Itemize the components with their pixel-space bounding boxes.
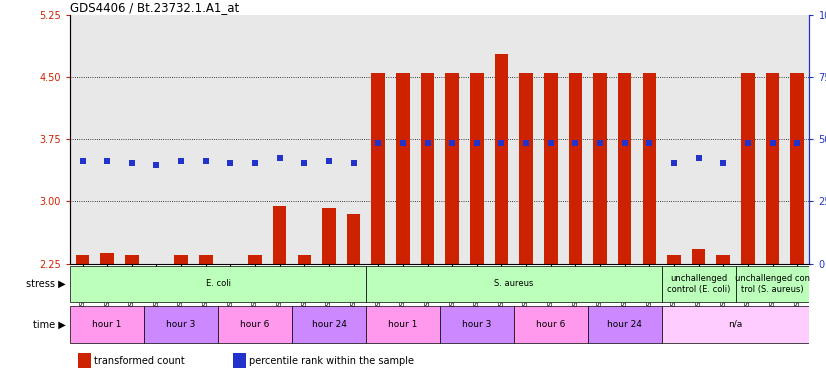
Bar <box>741 73 755 263</box>
Bar <box>145 306 218 343</box>
Bar <box>297 255 311 263</box>
Bar <box>440 306 514 343</box>
Text: unchallenged
control (E. coli): unchallenged control (E. coli) <box>667 274 730 293</box>
Bar <box>249 255 262 263</box>
Point <box>766 140 779 146</box>
Point <box>396 140 410 146</box>
Bar <box>420 73 434 263</box>
Point <box>224 161 237 167</box>
Text: transformed count: transformed count <box>94 356 185 366</box>
Bar <box>593 73 607 263</box>
Point <box>101 158 114 164</box>
Bar <box>736 266 809 302</box>
Bar <box>372 73 385 263</box>
Point <box>717 159 730 166</box>
Point <box>618 140 631 146</box>
Point <box>150 162 163 168</box>
Point <box>174 158 188 164</box>
Bar <box>514 306 588 343</box>
Bar <box>667 255 681 263</box>
Point <box>322 158 335 164</box>
Bar <box>292 306 366 343</box>
Bar <box>366 306 440 343</box>
Bar <box>76 255 89 263</box>
Point <box>790 140 804 146</box>
Bar <box>150 263 164 266</box>
Bar <box>70 306 145 343</box>
Point <box>199 158 212 164</box>
Bar <box>322 208 335 263</box>
Bar <box>544 73 558 263</box>
Point <box>643 140 656 146</box>
Bar <box>662 266 736 302</box>
Point <box>126 159 139 166</box>
Point <box>470 140 483 146</box>
Point <box>520 140 533 146</box>
Text: hour 3: hour 3 <box>166 320 196 329</box>
Text: stress ▶: stress ▶ <box>26 279 66 289</box>
Text: S. aureus: S. aureus <box>494 279 534 288</box>
Bar <box>643 73 656 263</box>
Bar <box>70 266 366 302</box>
Bar <box>662 306 809 343</box>
Text: hour 6: hour 6 <box>240 320 270 329</box>
Text: hour 24: hour 24 <box>607 320 642 329</box>
Text: hour 6: hour 6 <box>536 320 566 329</box>
Point <box>741 140 754 146</box>
Bar <box>101 253 114 263</box>
Bar <box>347 214 360 263</box>
Point <box>692 156 705 162</box>
Bar <box>174 255 188 263</box>
Bar <box>199 255 212 263</box>
Point <box>297 159 311 166</box>
Point <box>76 158 89 164</box>
Point <box>249 159 262 166</box>
Bar <box>716 255 730 263</box>
Text: time ▶: time ▶ <box>33 319 66 329</box>
Bar <box>520 73 533 263</box>
Bar <box>568 73 582 263</box>
Bar <box>692 250 705 263</box>
Bar <box>790 73 804 263</box>
Bar <box>233 353 246 368</box>
Point <box>347 159 360 166</box>
Text: hour 1: hour 1 <box>388 320 418 329</box>
Bar <box>366 266 662 302</box>
Bar <box>78 353 91 368</box>
Bar <box>618 73 631 263</box>
Point <box>593 140 606 146</box>
Text: E. coli: E. coli <box>206 279 230 288</box>
Bar <box>273 205 287 263</box>
Bar <box>766 73 779 263</box>
Bar <box>445 73 459 263</box>
Bar <box>470 73 483 263</box>
Point <box>569 140 582 146</box>
Bar <box>396 73 410 263</box>
Point <box>667 159 681 166</box>
Bar <box>495 54 508 263</box>
Bar <box>218 306 292 343</box>
Text: unchallenged con
trol (S. aureus): unchallenged con trol (S. aureus) <box>735 274 810 293</box>
Text: hour 1: hour 1 <box>93 320 122 329</box>
Point <box>445 140 458 146</box>
Text: n/a: n/a <box>729 320 743 329</box>
Text: GDS4406 / Bt.23732.1.A1_at: GDS4406 / Bt.23732.1.A1_at <box>70 1 240 14</box>
Bar <box>125 255 139 263</box>
Text: percentile rank within the sample: percentile rank within the sample <box>249 356 414 366</box>
Bar <box>588 306 662 343</box>
Point <box>421 140 434 146</box>
Point <box>273 156 287 162</box>
Point <box>372 140 385 146</box>
Text: hour 3: hour 3 <box>462 320 491 329</box>
Text: hour 24: hour 24 <box>311 320 346 329</box>
Bar <box>224 263 237 268</box>
Point <box>544 140 558 146</box>
Point <box>495 140 508 146</box>
